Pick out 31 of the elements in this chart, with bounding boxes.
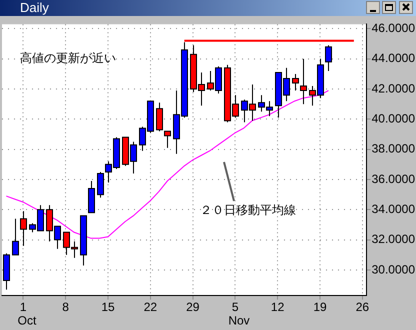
y-tick-label: 40.0000 xyxy=(372,112,416,126)
candlestick xyxy=(156,102,163,132)
y-tick-label: 46.0000 xyxy=(372,21,416,36)
candlestick xyxy=(300,58,307,105)
y-tick-label: 42.0000 xyxy=(372,81,416,96)
candlestick xyxy=(164,130,171,148)
x-tick-label: 1 xyxy=(20,300,27,314)
text: Nov xyxy=(228,313,250,328)
annotation: ２０日移動平均線 xyxy=(200,203,296,217)
x-tick-label: 8 xyxy=(62,300,70,314)
x-tick-label: 12 xyxy=(270,300,285,314)
x-tick-label: 26 xyxy=(356,300,370,314)
y-tick-label: 44.0000 xyxy=(372,51,416,66)
x-tick-label: 19 xyxy=(313,300,327,314)
annotation: 高値の更新が近い xyxy=(20,51,116,65)
candlestick xyxy=(292,73,299,92)
chart-title: Daily xyxy=(20,0,49,16)
y-tick-label: 38.0000 xyxy=(372,142,416,156)
y-tick-label: 30.0000 xyxy=(372,262,416,276)
x-tick-label: 15 xyxy=(101,300,115,314)
x-tick-label: 29 xyxy=(186,300,200,314)
y-tick-label: 36.0000 xyxy=(372,172,416,186)
candlestick xyxy=(12,218,19,256)
text: Oct xyxy=(18,313,37,328)
y-tick-label: 32.0000 xyxy=(372,232,416,246)
candlestick xyxy=(20,210,27,246)
y-tick-label: 34.0000 xyxy=(372,202,416,216)
candlestick xyxy=(97,171,104,198)
x-tick-label: 5 xyxy=(232,300,239,314)
x-tick-label: 22 xyxy=(144,300,158,314)
candlestick xyxy=(325,44,332,72)
